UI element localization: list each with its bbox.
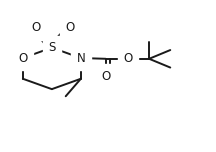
Text: O: O [66,21,75,34]
Text: O: O [18,52,27,65]
Text: S: S [48,41,56,54]
Text: O: O [123,52,133,65]
Text: O: O [31,21,40,34]
Text: O: O [101,70,110,83]
Text: N: N [76,52,85,65]
